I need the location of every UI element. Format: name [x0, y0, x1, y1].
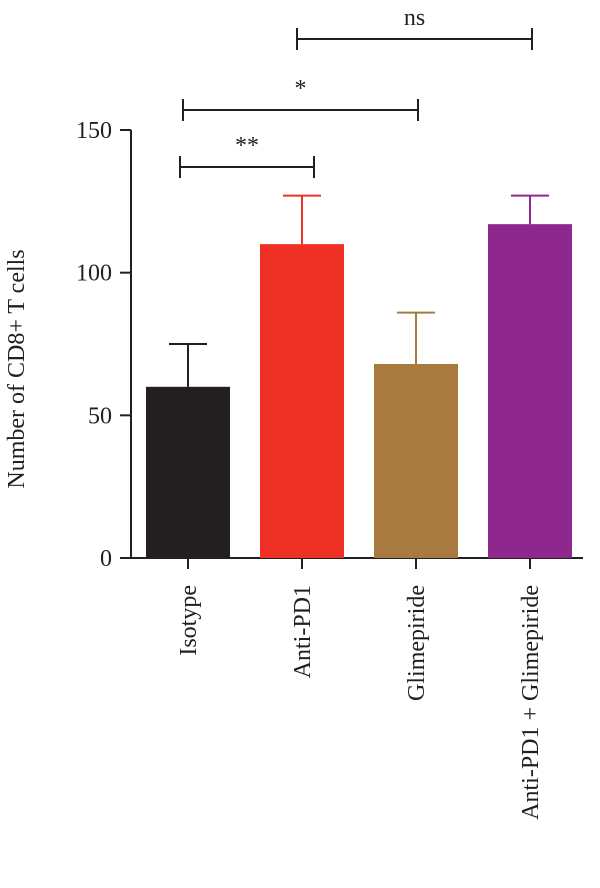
y-tick-label: 150 [76, 118, 112, 144]
significance-label: ns [404, 5, 425, 31]
y-tick-label: 50 [88, 403, 112, 429]
y-ticks: 0 50 100 150 [76, 118, 131, 572]
significance-brackets: ***ns [179, 5, 533, 178]
bar [374, 363, 458, 558]
category-labels: Isotype Anti-PD1 Glimepiride Anti-PD1 + Gli… [176, 558, 544, 820]
significance-bracket: * [182, 76, 419, 121]
category-label: Anti-PD1 [290, 585, 316, 678]
bar [260, 244, 344, 558]
category-label: Glimepiride [404, 585, 430, 701]
significance-bracket: ns [296, 5, 533, 50]
bars [146, 224, 572, 558]
y-tick-label: 100 [76, 261, 112, 287]
error-bars [169, 194, 549, 387]
y-tick-label: 0 [100, 546, 112, 572]
bar [488, 224, 572, 558]
bar [146, 386, 230, 558]
y-axis-title: Number of CD8+ T cells [4, 249, 30, 488]
significance-label: * [295, 76, 307, 102]
significance-bracket: ** [179, 133, 315, 178]
category-label: Anti-PD1 + Glimepiride [518, 585, 544, 820]
category-label: Isotype [176, 585, 202, 656]
significance-label: ** [235, 133, 259, 159]
